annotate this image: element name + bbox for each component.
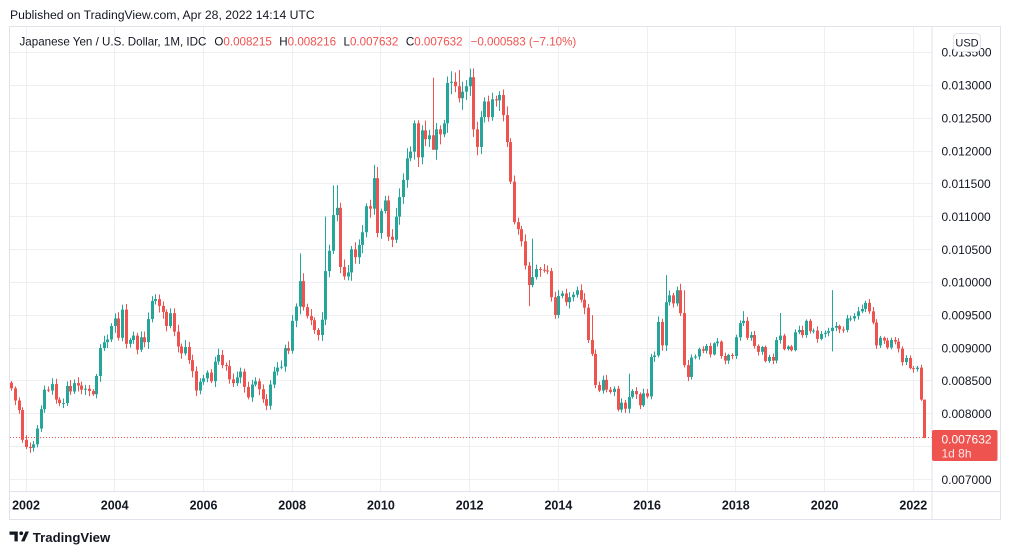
svg-text:2008: 2008: [278, 499, 306, 513]
svg-text:2010: 2010: [367, 499, 395, 513]
svg-text:2012: 2012: [456, 499, 484, 513]
svg-text:0.011000: 0.011000: [942, 210, 991, 224]
svg-text:0.009000: 0.009000: [942, 341, 992, 355]
svg-text:USD: USD: [955, 38, 978, 50]
svg-text:0.008500: 0.008500: [942, 374, 992, 388]
svg-text:1d 8h: 1d 8h: [942, 447, 972, 461]
svg-text:2002: 2002: [12, 499, 40, 513]
svg-text:0.007632: 0.007632: [942, 433, 992, 447]
svg-text:2018: 2018: [722, 499, 750, 513]
svg-text:0.010500: 0.010500: [942, 243, 992, 257]
svg-text:0.009500: 0.009500: [942, 309, 992, 323]
svg-text:Japanese Yen / U.S. Dollar, 1M: Japanese Yen / U.S. Dollar, 1M, IDC O0.00…: [20, 35, 577, 48]
svg-text:2020: 2020: [811, 499, 839, 513]
svg-text:2022: 2022: [899, 499, 927, 513]
svg-text:0.008000: 0.008000: [942, 407, 992, 421]
svg-text:0.012500: 0.012500: [942, 111, 992, 125]
svg-text:2014: 2014: [544, 499, 572, 513]
svg-text:TradingView: TradingView: [33, 530, 111, 545]
svg-text:0.007000: 0.007000: [942, 473, 992, 487]
svg-text:0.013000: 0.013000: [942, 79, 992, 93]
svg-text:0.011500: 0.011500: [942, 177, 991, 191]
svg-text:2006: 2006: [190, 499, 218, 513]
svg-text:2016: 2016: [633, 499, 661, 513]
svg-text:0.012000: 0.012000: [942, 144, 992, 158]
svg-text:0.010000: 0.010000: [942, 276, 992, 290]
svg-text:Published on TradingView.com,: Published on TradingView.com, Apr 28, 20…: [10, 8, 315, 22]
svg-text:2004: 2004: [101, 499, 129, 513]
